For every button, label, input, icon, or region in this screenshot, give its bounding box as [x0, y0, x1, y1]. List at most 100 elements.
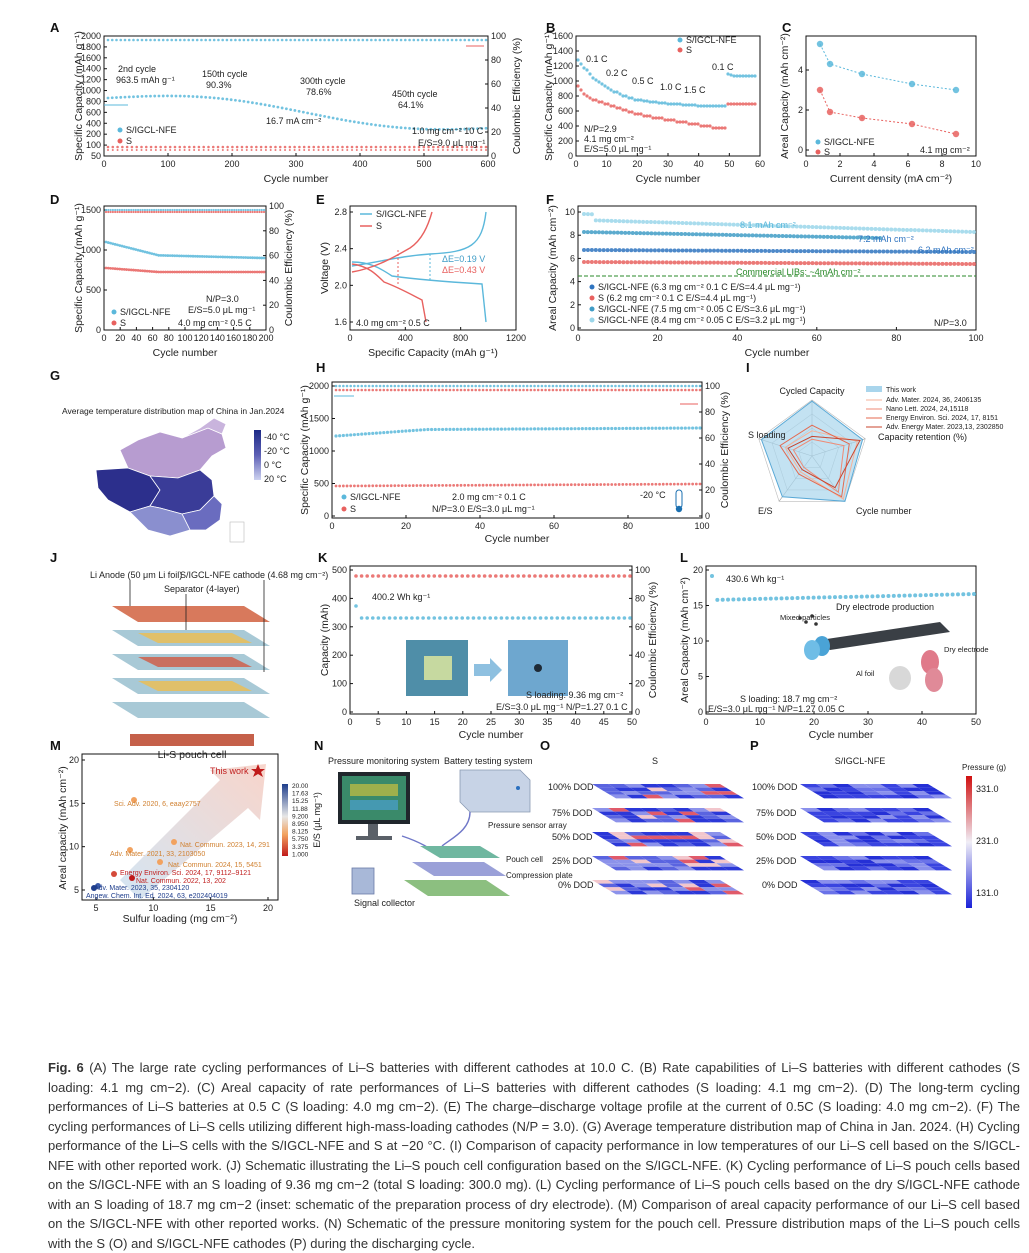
capacity-point	[195, 95, 199, 99]
efficiency-point	[529, 384, 533, 388]
series-1-point	[853, 261, 858, 266]
rate-label: 1.5 C	[684, 85, 706, 95]
efficiency-point	[355, 149, 358, 151]
capacity-point	[421, 616, 425, 620]
efficiency-point	[437, 388, 441, 392]
tick-label: 20	[458, 717, 468, 727]
capacity-point	[429, 427, 434, 432]
efficiency-point	[263, 38, 267, 42]
capacity-point	[488, 427, 493, 431]
pouch-layer	[138, 633, 252, 643]
pressure-cell	[626, 890, 648, 895]
panel-n: N Pressure monitoring system Battery tes…	[314, 738, 573, 908]
efficiency-point	[233, 210, 236, 214]
tick-label: 0	[705, 511, 710, 521]
pressure-cell	[834, 866, 856, 871]
capacity-point	[584, 483, 588, 487]
capacity-point	[382, 616, 386, 620]
capacity-point	[382, 124, 386, 128]
tick-label: 30	[863, 717, 873, 727]
capacity-point	[555, 427, 559, 431]
capacity-point	[129, 246, 133, 250]
capacity-point	[412, 145, 416, 149]
capacity-point	[594, 78, 598, 82]
series-0-point	[648, 248, 653, 253]
series-2-point	[641, 231, 646, 236]
capacity-point	[396, 429, 401, 434]
efficiency-point	[507, 388, 511, 392]
efficiency-point	[536, 384, 540, 388]
capacity-point	[698, 482, 702, 486]
panel-b: B Specific Capacity (mAh g⁻¹) Cycle numb…	[543, 20, 765, 185]
efficiency-point	[459, 384, 463, 388]
efficiency-point	[130, 208, 133, 212]
series-1-point	[743, 260, 748, 265]
pressure-cell	[850, 794, 872, 799]
efficiency-point	[695, 388, 698, 392]
pressure-cell	[882, 866, 904, 871]
efficiency-point	[226, 208, 229, 212]
efficiency-point	[492, 384, 496, 388]
capacity-point	[886, 593, 891, 598]
efficiency-point	[581, 388, 584, 392]
capacity-point	[363, 432, 368, 436]
pressure-cell	[838, 859, 860, 864]
capacity-point	[188, 145, 191, 149]
colorbar-tick: 11.88	[292, 806, 308, 813]
capacity-point	[711, 126, 715, 130]
reference-point	[129, 875, 135, 881]
series-0-point	[712, 248, 716, 253]
capacity-point	[525, 427, 529, 431]
series-0-point	[778, 249, 783, 254]
efficiency-point	[374, 38, 377, 42]
tick-label: 0	[635, 707, 640, 717]
tick-label: 1600	[553, 31, 573, 41]
series-2-point	[589, 230, 594, 235]
pressure-cell	[832, 832, 854, 836]
pressure-cell	[880, 808, 902, 812]
pressure-cell	[886, 811, 908, 816]
series-3-point	[609, 218, 614, 223]
efficiency-point	[361, 38, 365, 42]
efficiency-point	[365, 38, 369, 42]
series-0-point	[806, 249, 811, 254]
pouch-layer	[112, 702, 270, 718]
tick-label: 100	[705, 381, 720, 391]
capacity-point	[192, 145, 196, 149]
pressure-cell	[652, 863, 674, 867]
series-2-point	[743, 233, 748, 238]
pressure-cell	[902, 787, 924, 792]
capacity-point	[317, 145, 320, 149]
pressure-cell	[844, 887, 866, 891]
note: 2.0 mg cm⁻² 0.1 C	[452, 492, 526, 502]
efficiency-point	[125, 210, 128, 214]
tick-label: 15	[430, 717, 440, 727]
capacity-point	[573, 427, 577, 431]
efficiency-point	[139, 208, 142, 212]
series-3-point	[806, 224, 811, 229]
pressure-cell	[834, 842, 856, 847]
capacity-point	[452, 483, 456, 487]
series-0-point	[782, 249, 787, 254]
efficiency-point	[198, 208, 201, 212]
efficiency-point	[589, 574, 593, 578]
tick-label: 30	[514, 717, 524, 727]
series-0-point	[834, 249, 839, 254]
capacity-point	[140, 95, 144, 98]
reference-point	[131, 797, 137, 803]
capacity-point	[248, 256, 252, 260]
thermometer-icon	[675, 489, 683, 509]
capacity-point	[543, 427, 548, 431]
capacity-point	[415, 428, 419, 432]
capacity-point	[104, 266, 108, 270]
pressure-cell	[882, 842, 904, 847]
series-3-point	[708, 221, 713, 226]
series-2-point	[795, 234, 800, 239]
efficiency-point	[544, 384, 547, 388]
ref-label: Nat. Commun. 2022, 13, 202	[136, 878, 226, 885]
efficiency-point	[242, 38, 246, 42]
tick-label: 1500	[309, 414, 329, 424]
rate-label: 0.2 C	[606, 68, 628, 78]
ref-label: Angew. Chem. Int. Ed. 2024, 63, e2024040…	[86, 893, 228, 900]
capacity-point	[168, 254, 172, 258]
